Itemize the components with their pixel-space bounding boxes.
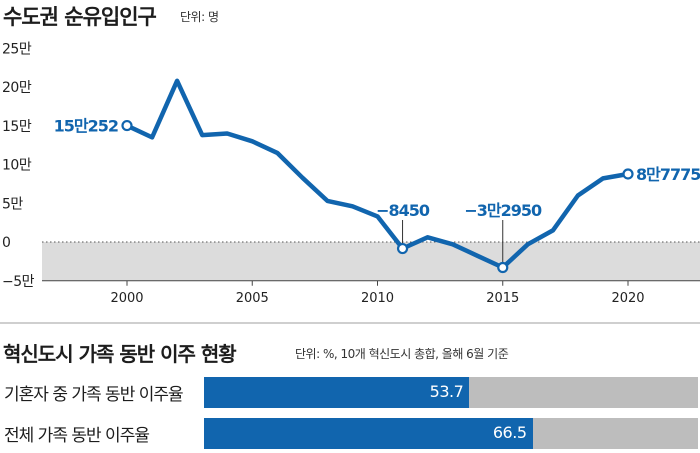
y-tick-label: 20만 xyxy=(2,80,32,96)
bar-track: 53.7 xyxy=(204,377,698,408)
annotation-label: 15만252 xyxy=(54,117,118,136)
annotated-point xyxy=(622,168,634,180)
negative-region xyxy=(42,242,700,281)
y-tick-label: 5만 xyxy=(2,196,23,212)
annotated-point xyxy=(396,242,409,255)
series-line xyxy=(124,78,631,270)
bar-category-label: 전체 가족 동반 이주율 xyxy=(4,426,150,446)
x-tick-label: 2010 xyxy=(361,291,394,305)
bar: 53.7 xyxy=(204,377,470,408)
bar-chart-unit: 단위: %, 10개 혁신도시 총합, 올해 6월 기준 xyxy=(295,347,509,361)
line-chart: 25만 20만 15만 10만 5만 0 −5만 2000 2005 2010 2015 2020 15… xyxy=(2,41,700,305)
bar-row: 전체 가족 동반 이주율 66.5 xyxy=(0,418,700,449)
annotation-label: −8450 xyxy=(376,201,430,220)
annotated-point xyxy=(121,119,133,132)
annotated-point xyxy=(497,261,509,274)
bar: 66.5 xyxy=(204,418,533,449)
y-tick-label: 10만 xyxy=(2,158,32,174)
section-divider xyxy=(0,322,700,324)
y-tick-label: 25만 xyxy=(2,41,32,57)
bar-chart-title: 혁신도시 가족 동반 이주 현황 xyxy=(3,342,237,366)
bar-value-label: 53.7 xyxy=(429,382,464,401)
x-tick-label: 2020 xyxy=(611,291,644,305)
line-chart-unit: 단위: 명 xyxy=(180,10,219,24)
bar-row: 기혼자 중 가족 동반 이주율 53.7 xyxy=(0,377,700,408)
x-tick-label: 2015 xyxy=(486,291,519,305)
annotation-label: 8만7775 xyxy=(636,165,700,184)
bar-track: 66.5 xyxy=(204,418,698,449)
y-tick-label: −5만 xyxy=(2,274,35,290)
y-tick-label: 15만 xyxy=(2,119,32,135)
annotation-label: −3만2950 xyxy=(464,201,542,220)
x-tick-label: 2005 xyxy=(236,291,269,305)
y-tick-label: 0 xyxy=(2,235,10,251)
bar-category-label: 기혼자 중 가족 동반 이주율 xyxy=(4,385,184,405)
x-tick-label: 2000 xyxy=(110,291,143,305)
bar-value-label: 66.5 xyxy=(492,423,527,442)
line-chart-title: 수도권 순유입인구 xyxy=(3,5,157,29)
